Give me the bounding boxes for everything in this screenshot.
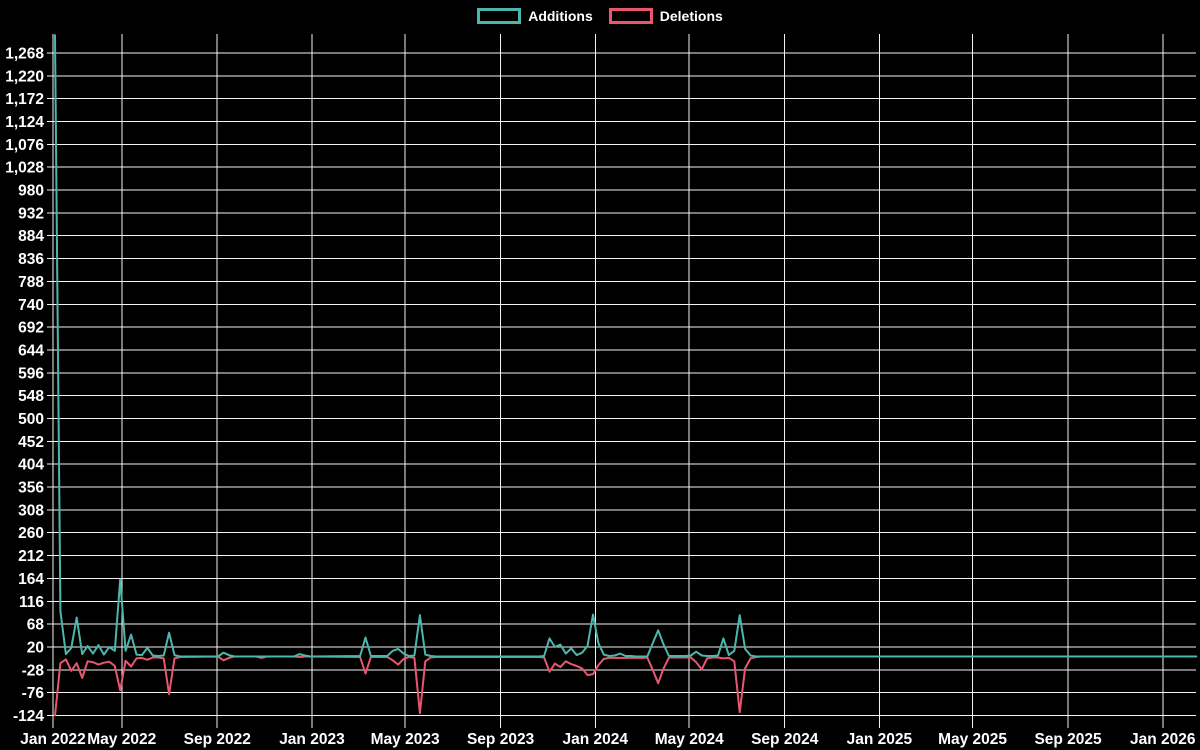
y-axis-label: 356 [18, 480, 44, 497]
y-axis-label: 116 [19, 594, 44, 611]
x-axis-label: Sep 2023 [467, 731, 535, 748]
y-axis-label: -28 [22, 662, 45, 679]
x-axis-label: Jan 2022 [20, 731, 86, 748]
x-axis-label: Sep 2022 [184, 731, 251, 748]
y-axis-label: 1,076 [5, 137, 44, 154]
x-axis-label: Jan 2023 [279, 731, 345, 748]
y-axis-label: 692 [18, 320, 44, 337]
additions-swatch-icon [477, 8, 522, 24]
y-axis-label: 932 [18, 205, 44, 222]
y-axis-label: 740 [18, 297, 44, 314]
y-axis-label: 404 [18, 457, 44, 474]
y-axis-label: 1,220 [5, 68, 44, 85]
x-axis-label: Sep 2024 [751, 731, 819, 748]
x-axis-label: May 2024 [655, 731, 724, 748]
x-axis-label: May 2023 [371, 731, 440, 748]
y-axis-label: 260 [18, 525, 44, 542]
y-axis-label: 20 [27, 639, 44, 656]
x-axis-label: Sep 2025 [1034, 731, 1102, 748]
y-axis-label: 644 [18, 342, 44, 359]
legend-label-additions: Additions [528, 8, 593, 24]
x-axis-label: May 2025 [938, 731, 1007, 748]
y-axis-label: 452 [18, 434, 44, 451]
y-axis-label: 548 [18, 388, 44, 405]
y-axis-label: -76 [22, 685, 45, 702]
y-axis-label: 212 [18, 548, 44, 565]
y-axis-label: -124 [13, 708, 44, 725]
y-axis-label: 308 [18, 502, 44, 519]
deletions-line [54, 655, 1198, 717]
additions-line [54, 34, 1198, 658]
y-axis-label: 164 [18, 571, 44, 588]
legend-label-deletions: Deletions [659, 8, 723, 24]
y-axis-label: 596 [18, 365, 44, 382]
y-axis-label: 1,172 [5, 91, 44, 108]
y-axis-label: 884 [18, 228, 44, 245]
y-axis-label: 68 [27, 617, 45, 634]
y-axis-label: 1,028 [5, 160, 44, 177]
y-axis-label: 980 [18, 183, 44, 200]
x-axis-label: Jan 2025 [847, 731, 913, 748]
y-axis-label: 1,124 [5, 114, 44, 131]
y-axis-label: 788 [18, 274, 44, 291]
y-axis-label: 500 [18, 411, 44, 428]
deletions-swatch-icon [608, 8, 653, 24]
legend-item-additions[interactable]: Additions [477, 8, 593, 24]
x-axis-label: Jan 2026 [1130, 731, 1196, 748]
x-axis-label: May 2022 [87, 731, 156, 748]
x-axis-label: Jan 2024 [563, 731, 629, 748]
legend-item-deletions[interactable]: Deletions [608, 8, 723, 24]
y-axis-label: 1,268 [5, 45, 44, 62]
y-axis-label: 836 [18, 251, 44, 268]
chart-legend: Additions Deletions [0, 8, 1200, 24]
